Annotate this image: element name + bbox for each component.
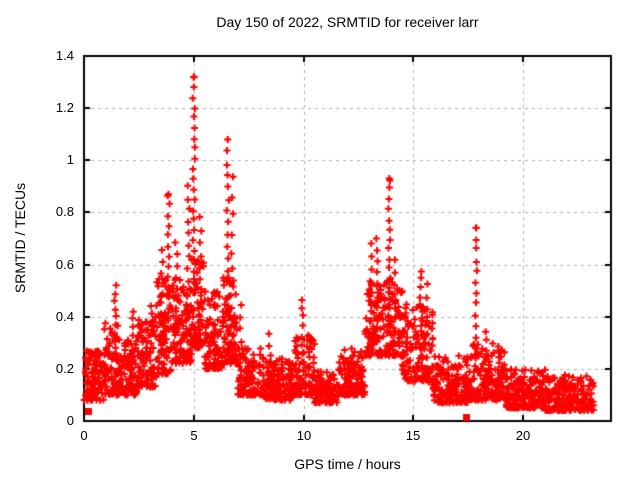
y-tick-label: 0.6 <box>55 257 74 272</box>
y-tick-label: 0 <box>66 413 74 428</box>
x-tick-label: 15 <box>405 428 421 443</box>
y-axis-label: SRMTID / TECUs <box>12 182 28 294</box>
y-tick-label: 0.4 <box>55 309 74 324</box>
y-tick-label: 0.8 <box>55 204 74 219</box>
x-axis-label: GPS time / hours <box>294 456 401 472</box>
x-tick-label: 5 <box>190 428 198 443</box>
x-tick-label: 20 <box>515 428 531 443</box>
chart-title: Day 150 of 2022, SRMTID for receiver lar… <box>216 14 479 30</box>
y-tick-label: 1 <box>66 152 74 167</box>
x-tick-label: 10 <box>296 428 312 443</box>
y-tick-label: 1.2 <box>55 100 74 115</box>
y-tick-label: 1.4 <box>55 48 74 63</box>
y-tick-label: 0.2 <box>55 361 74 376</box>
x-tick-label: 0 <box>80 428 88 443</box>
